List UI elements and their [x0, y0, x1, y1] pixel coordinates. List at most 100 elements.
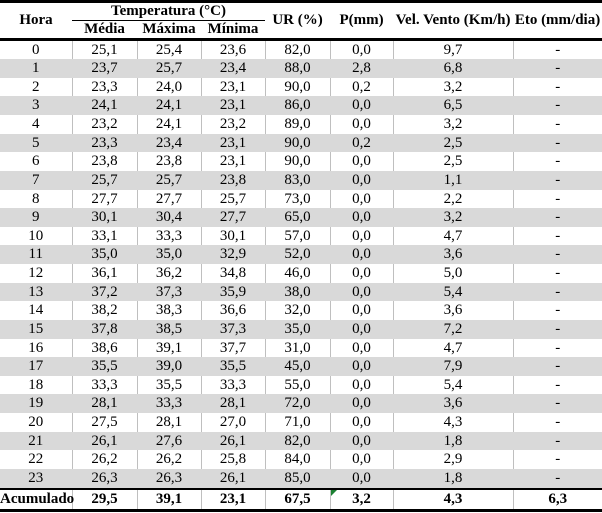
header-row-top: Hora Temperatura (°C) UR (%) P(mm) Vel. … [0, 1, 602, 41]
column-header-hora: Hora [0, 1, 72, 41]
table-cell: 7 [0, 170, 73, 190]
table-cell: 3,2 [393, 208, 514, 227]
table-cell: - [513, 208, 602, 227]
table-cell: 2,9 [393, 450, 514, 469]
table-cell: 23,1 [201, 133, 266, 153]
table-footer: Acumulado 29,5 39,1 23,1 67,5 3,2 4,3 6,… [0, 487, 602, 510]
table-cell: 3 [0, 96, 73, 115]
table-cell: 0,0 [330, 338, 394, 358]
table-cell: 90,0 [265, 152, 331, 171]
table-row: 14 38,2 38,3 36,6 32,0 0,0 3,6 - [0, 301, 602, 320]
table-cell: 23,3 [72, 77, 138, 97]
table-cell: 19 [0, 394, 73, 413]
table-cell: 37,3 [201, 319, 266, 339]
table-cell: 5,0 [393, 264, 514, 283]
table-cell: 82,0 [265, 39, 331, 60]
table-cell: 23,4 [201, 59, 266, 78]
table-cell: 1,8 [393, 431, 514, 451]
table-cell: 3,6 [393, 245, 514, 264]
acumulado-row: Acumulado 29,5 39,1 23,1 67,5 3,2 4,3 6,… [0, 487, 602, 510]
table-cell: 24,1 [137, 96, 202, 115]
table-row: 8 27,7 27,7 25,7 73,0 0,0 2,2- [0, 189, 602, 209]
table-cell: 4,7 [393, 338, 514, 358]
table-cell: 0,0 [330, 319, 394, 339]
table-cell: 23,4 [137, 133, 202, 153]
table-row: 12 36,1 36,2 34,8 46,0 0,0 5,0 - [0, 264, 602, 283]
table-cell: 26,2 [72, 450, 138, 469]
table-cell: 26,3 [72, 468, 138, 489]
table-cell: 38,0 [265, 282, 331, 302]
table-cell: 0,0 [330, 413, 394, 432]
table-cell: - [555, 302, 561, 319]
table-cell: 26,2 [137, 450, 202, 469]
table-row: 23 26,3 26,3 26,1 85,0 0,0 1,8- [0, 468, 602, 489]
table-cell: - [513, 133, 602, 153]
table-cell: 90,0 [265, 77, 331, 97]
table-cell: 0,0 [330, 375, 394, 395]
table-cell: 25,7 [72, 170, 138, 190]
table-cell: 0,0 [330, 152, 394, 171]
table-cell: 88,0 [265, 59, 331, 78]
table-cell: 25,7 [137, 170, 202, 190]
table-cell: 3,2 [393, 115, 514, 134]
table-cell: 4 [0, 115, 73, 134]
table-cell: 57,0 [265, 226, 331, 246]
table-cell: 5,4 [393, 282, 514, 302]
table-cell: 0,0 [330, 96, 394, 115]
table-cell: 0,0 [330, 39, 394, 60]
table-cell: 23,3 [72, 133, 138, 153]
table-cell: 28,1 [72, 394, 138, 413]
table-cell: - [513, 245, 602, 264]
table-cell: 38,2 [72, 301, 138, 320]
table-cell: 0,0 [330, 115, 394, 134]
table-cell: 35,0 [137, 245, 202, 264]
table-cell: 23,7 [72, 59, 138, 78]
table-cell: 37,8 [72, 319, 138, 339]
table-cell: 86,0 [265, 96, 331, 115]
table-cell: 23 [0, 468, 73, 489]
table-cell: 26,1 [72, 431, 138, 451]
table-cell: - [513, 319, 602, 339]
table-cell: 28,1 [137, 413, 202, 432]
table-cell: 20 [0, 413, 73, 432]
table-cell: 23,8 [201, 170, 266, 190]
column-header-p: P(mm) [330, 1, 394, 41]
table-cell: 23,1 [201, 152, 266, 171]
table-cell: 0,0 [330, 301, 394, 320]
table-cell: 37,7 [201, 338, 266, 358]
table-cell: 27,0 [201, 413, 266, 432]
table-cell: 18 [0, 375, 73, 395]
table-row: 3 24,1 24,1 23,1 86,0 0,0 6,5- [0, 96, 602, 115]
table-cell: 33,3 [72, 375, 138, 395]
table-row: 22 26,2 26,2 25,8 84,0 0,0 2,9- [0, 450, 602, 469]
table-row: 19 28,1 33,3 28,1 72,0 0,0 3,6- [0, 394, 602, 413]
table-cell: 23,1 [201, 77, 266, 97]
table-cell: 36,6 [201, 301, 266, 320]
table-cell: 7,9 [393, 357, 514, 376]
table-cell: 65,0 [265, 208, 331, 227]
table-cell: 72,0 [265, 394, 331, 413]
acumulado-eto: 6,3 [513, 487, 602, 510]
table-cell: 23,8 [72, 152, 138, 171]
table-cell: 33,1 [72, 226, 138, 246]
table-cell: 35,5 [72, 357, 138, 376]
table-cell: 37,3 [137, 282, 202, 302]
table-row: 6 23,8 23,8 23,1 90,0 0,0 2,5- [0, 152, 602, 171]
table-row: 9 30,1 30,4 27,7 65,0 0,0 3,2- [0, 208, 602, 227]
table-cell: 12 [0, 264, 73, 283]
table-cell: 24,1 [137, 115, 202, 134]
table-cell: - [555, 339, 561, 356]
table-cell: 31,0 [265, 338, 331, 358]
table-cell: - [513, 431, 602, 451]
table-cell: 9 [0, 208, 73, 227]
table-row: 7 25,7 25,7 23,8 83,0 0,0 1,1- [0, 170, 602, 190]
table-cell: 23,1 [201, 96, 266, 115]
table-cell: - [555, 116, 561, 132]
column-header-eto: Eto (mm/dia) [513, 1, 602, 41]
table-cell: - [513, 468, 602, 489]
table-cell: 9,7 [393, 39, 514, 60]
table-cell: 23,6 [201, 39, 266, 60]
table-cell: 6,5 [393, 96, 514, 115]
column-header-vel-vento: Vel. Vento (Km/h) [393, 1, 514, 41]
